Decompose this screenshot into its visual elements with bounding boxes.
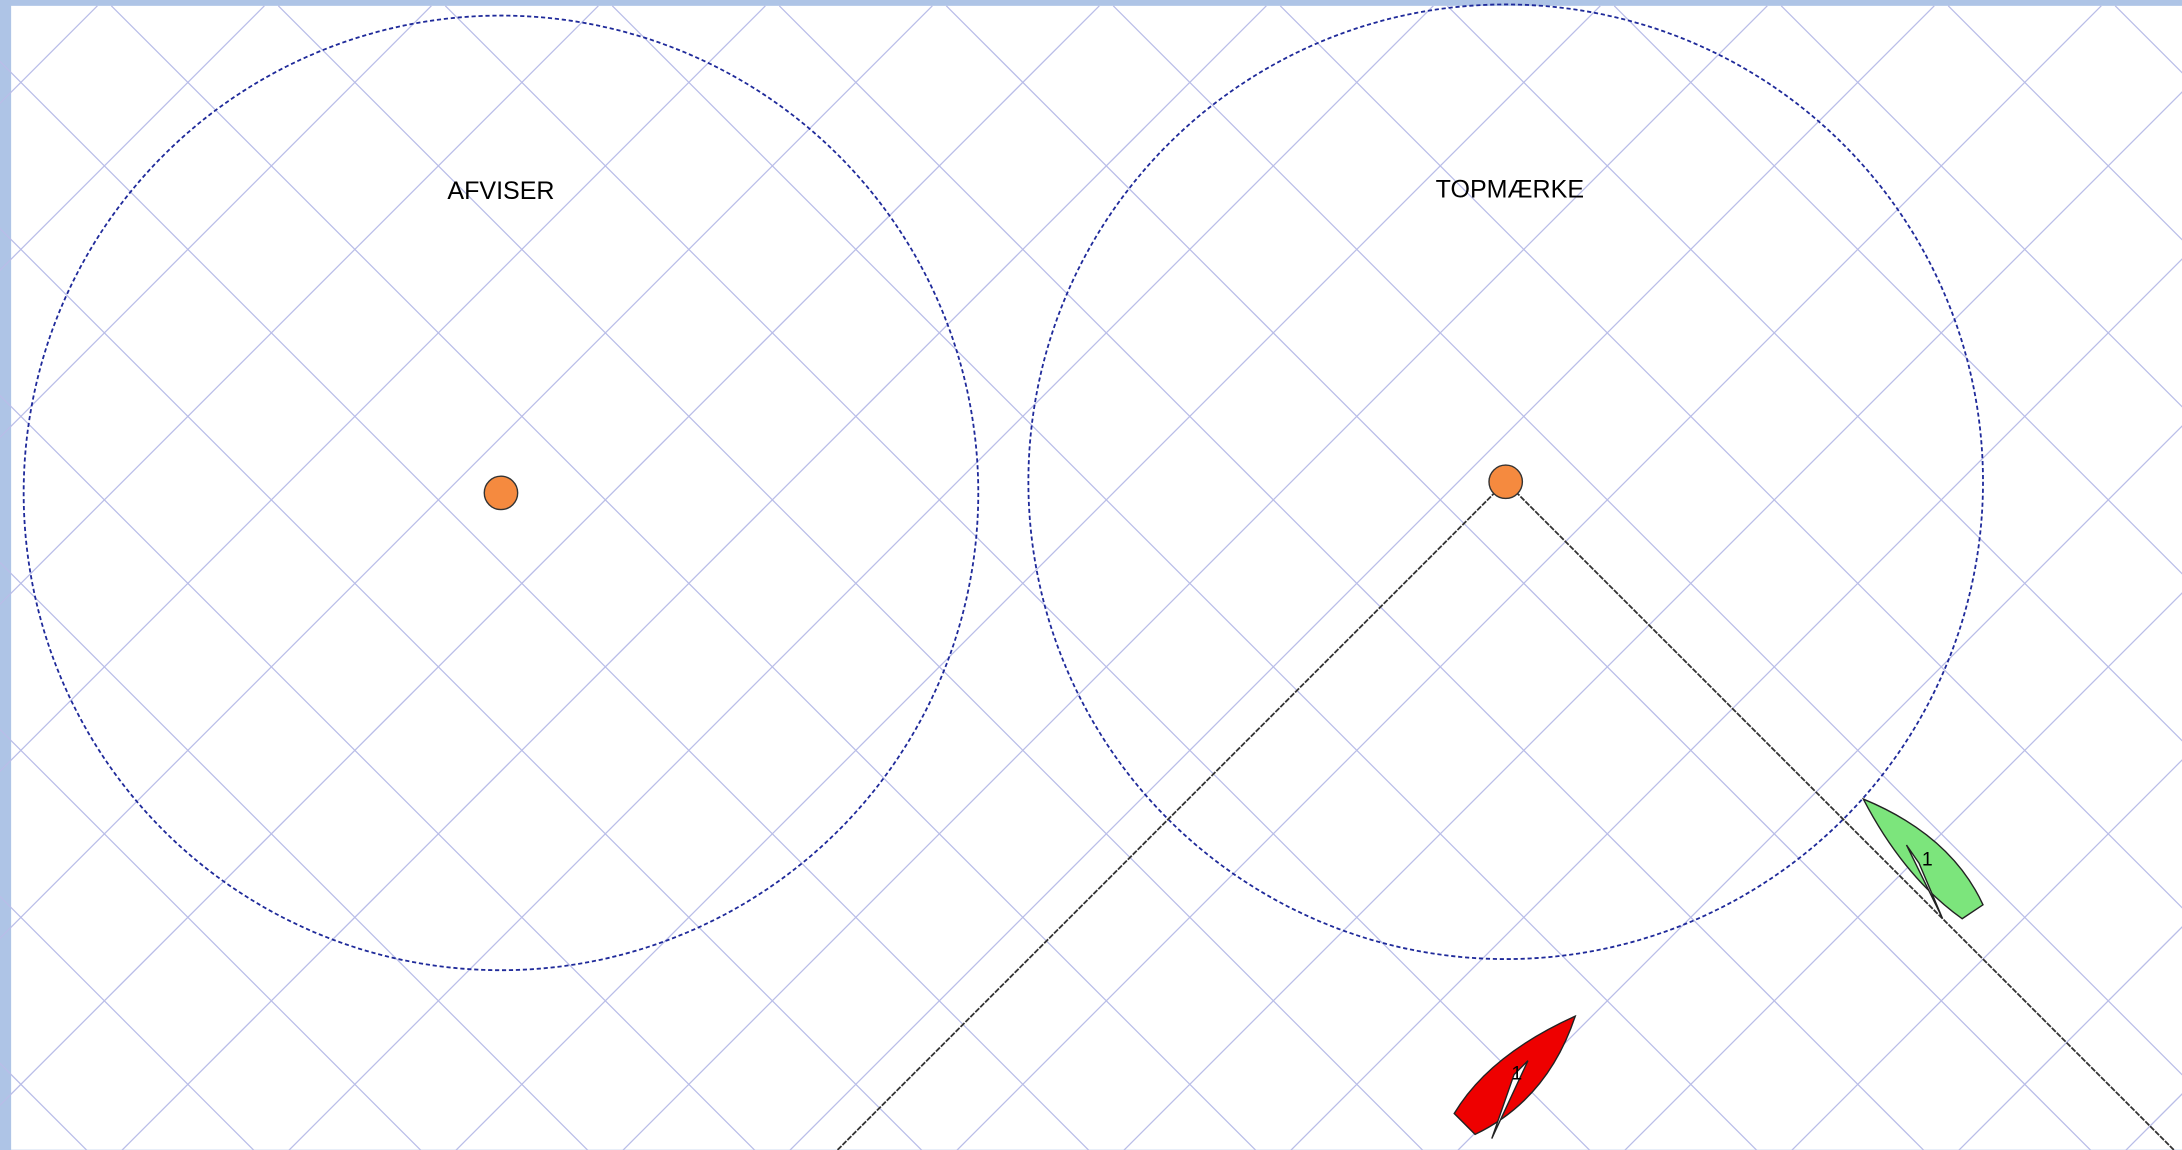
mark-buoy[interactable] xyxy=(484,476,517,509)
boat-number: 1 xyxy=(1511,1063,1522,1085)
mark-buoy[interactable] xyxy=(1489,465,1522,498)
boat-number: 1 xyxy=(1922,848,1933,870)
page: AFVISER TOPMÆRKE 1 1 (() => { const data… xyxy=(0,0,2182,1150)
mark-label: AFVISER xyxy=(447,177,554,205)
race-canvas: AFVISER TOPMÆRKE 1 1 xyxy=(0,0,2182,1150)
mark-label: TOPMÆRKE xyxy=(1436,176,1584,204)
water xyxy=(11,6,2182,1150)
